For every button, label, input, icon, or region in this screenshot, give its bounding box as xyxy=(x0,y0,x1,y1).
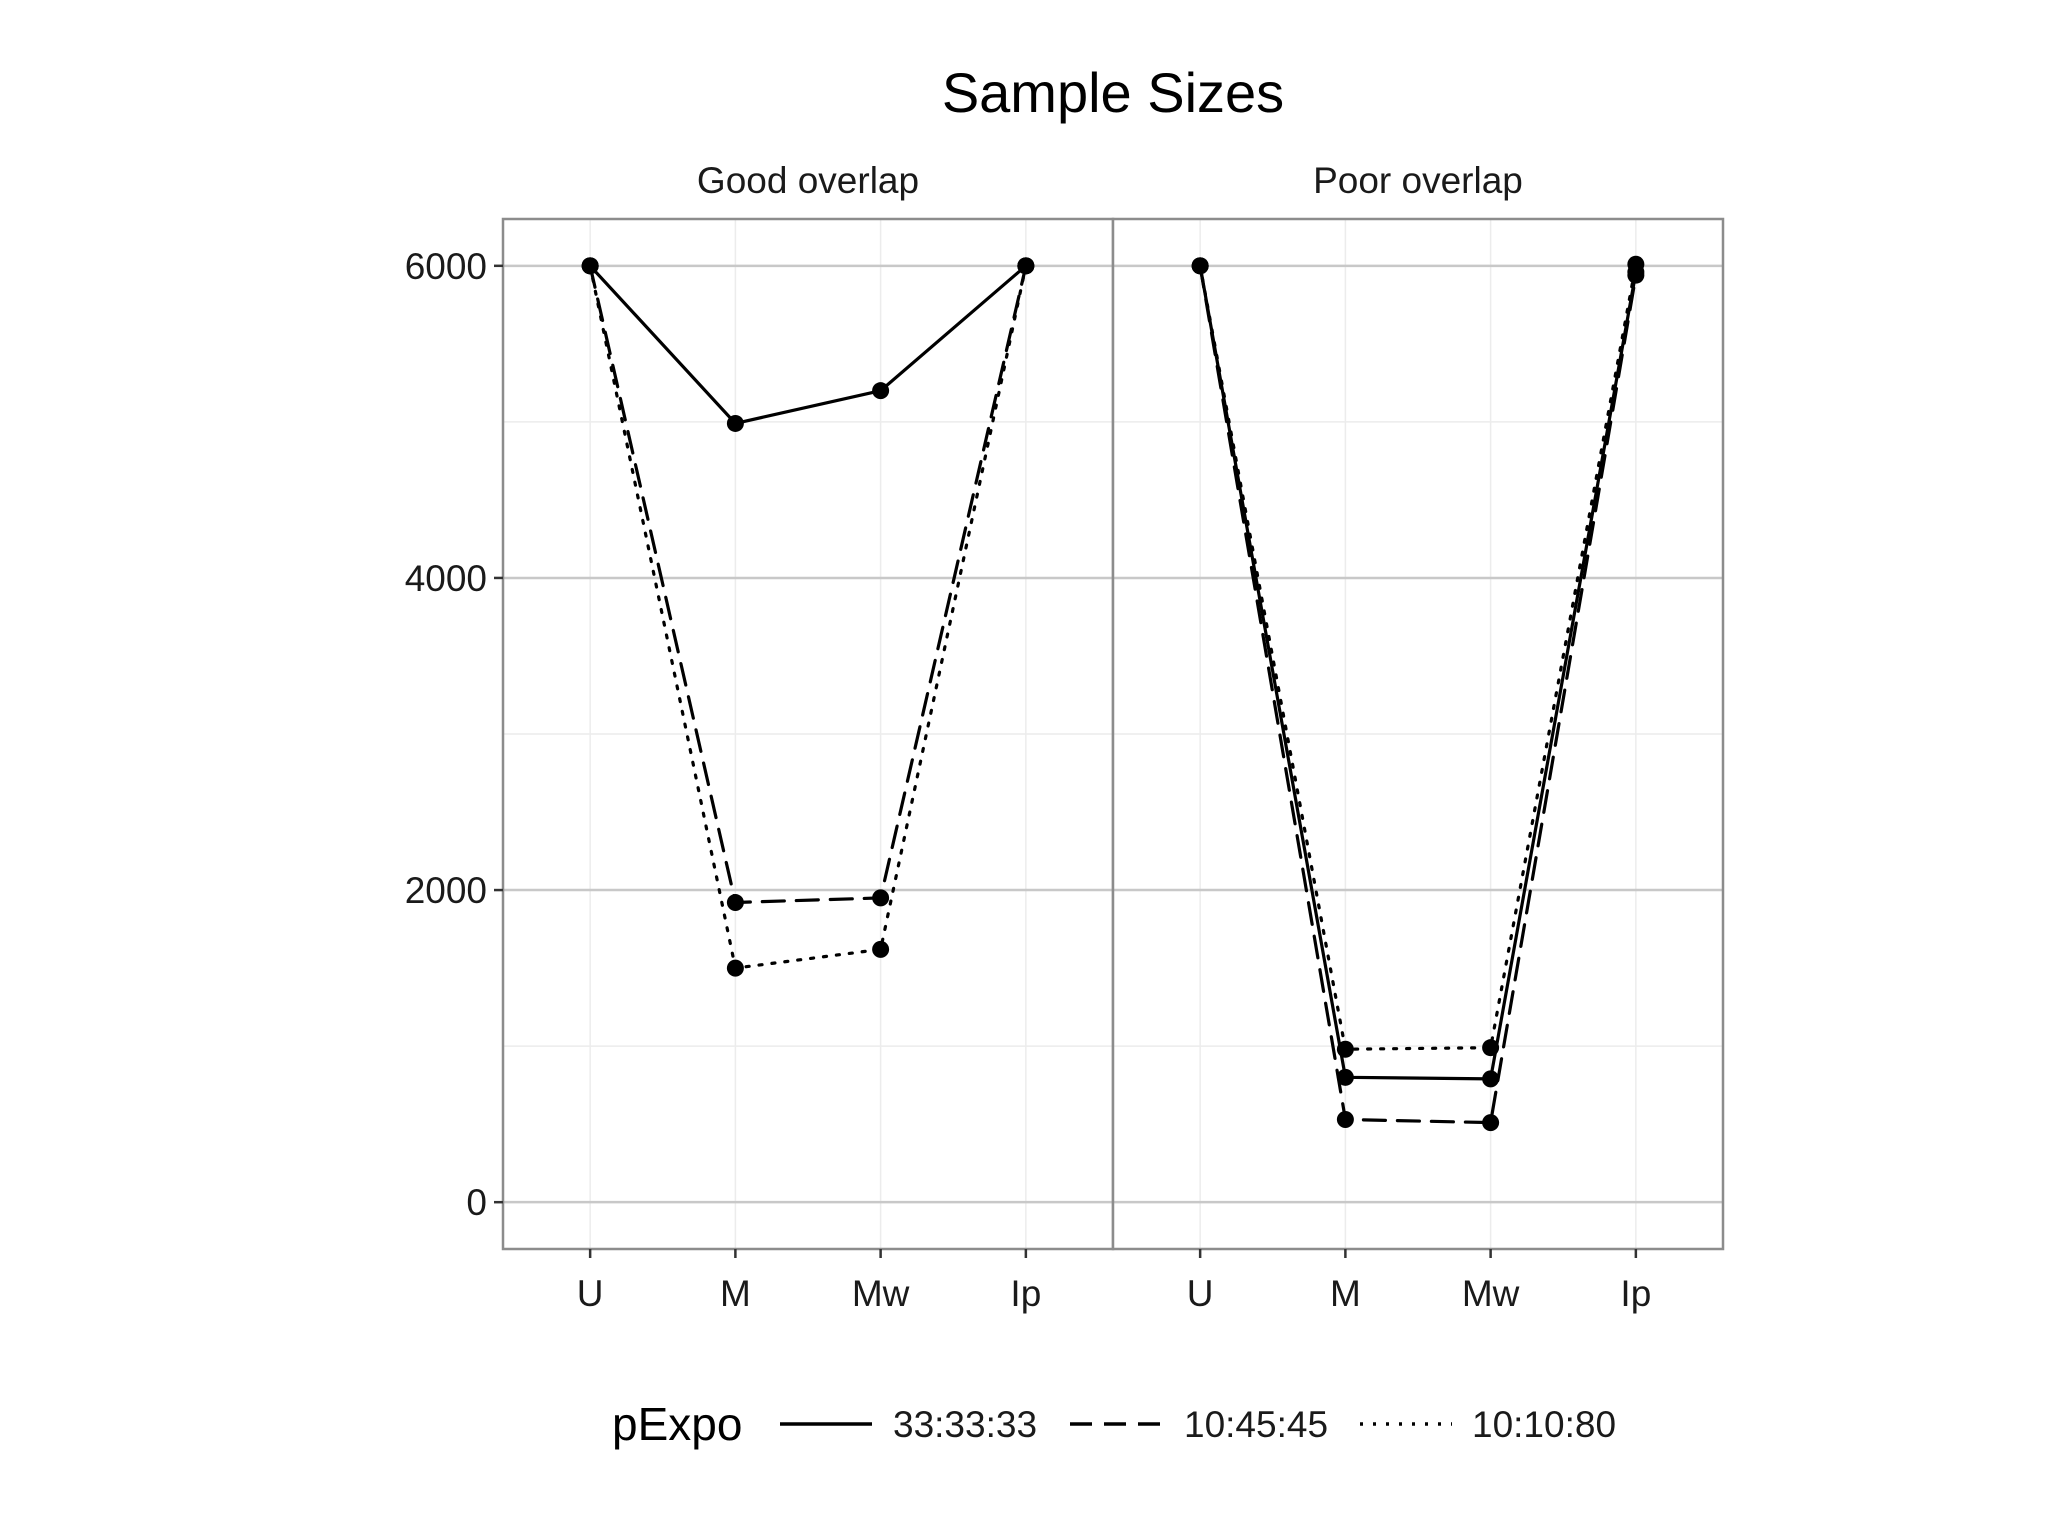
data-point-dotted xyxy=(726,959,744,977)
series-line-solid xyxy=(588,264,1028,425)
series-line-dashed xyxy=(1198,264,1638,1125)
data-point-dotted xyxy=(1336,1040,1354,1058)
series-line-dotted xyxy=(588,264,1028,970)
data-point-dashed xyxy=(872,889,890,907)
chart-title: Sample Sizes xyxy=(942,61,1284,124)
x-tick-label: U xyxy=(1187,1273,1214,1314)
legend-label: 10:10:80 xyxy=(1472,1404,1616,1445)
data-point-dotted xyxy=(1482,1039,1500,1057)
legend-label: 33:33:33 xyxy=(893,1404,1037,1445)
x-tick-label: M xyxy=(1330,1273,1361,1314)
x-tick-label: Mw xyxy=(852,1273,910,1314)
x-tick-label: Ip xyxy=(1010,1273,1041,1314)
data-point-dotted xyxy=(581,257,599,275)
series-line-solid xyxy=(1198,264,1638,1081)
panel-border xyxy=(1111,217,1725,1251)
facet-panel-good-overlap: Good overlap U M Mw Ip xyxy=(501,160,1115,1314)
x-tick-label: M xyxy=(720,1273,751,1314)
data-point-dashed xyxy=(1482,1114,1500,1132)
y-tick-label: 0 xyxy=(466,1182,487,1223)
data-point-solid xyxy=(872,382,890,400)
y-tick-label: 4000 xyxy=(405,558,487,599)
facet-label: Good overlap xyxy=(697,160,919,201)
series-line-dashed xyxy=(588,264,1028,905)
data-point-dotted xyxy=(1627,255,1645,273)
y-tick-label: 6000 xyxy=(405,246,487,287)
data-point-solid xyxy=(1482,1070,1500,1088)
data-point-solid xyxy=(1336,1068,1354,1086)
data-point-dotted xyxy=(872,940,890,958)
x-tick-label: Ip xyxy=(1620,1273,1651,1314)
plot-area: Good overlap U M Mw Ip Poor overlap U M Mw Ip 0 200… xyxy=(405,160,1725,1314)
y-tick-label: 2000 xyxy=(405,870,487,911)
facet-panel-poor-overlap: Poor overlap U M Mw Ip xyxy=(1111,160,1725,1314)
data-point-solid xyxy=(726,414,744,432)
series-line-dotted xyxy=(1198,262,1638,1051)
facet-label: Poor overlap xyxy=(1313,160,1523,201)
legend-label: 10:45:45 xyxy=(1184,1404,1328,1445)
data-point-dotted xyxy=(1191,257,1209,275)
x-tick-label: U xyxy=(577,1273,604,1314)
legend-title: pExpo xyxy=(612,1398,742,1450)
legend: pExpo 33:33:33 10:45:45 10:10:80 xyxy=(612,1398,1616,1450)
x-tick-label: Mw xyxy=(1462,1273,1520,1314)
data-point-dashed xyxy=(726,894,744,912)
data-point-dashed xyxy=(1336,1110,1354,1128)
data-point-dotted xyxy=(1017,257,1035,275)
